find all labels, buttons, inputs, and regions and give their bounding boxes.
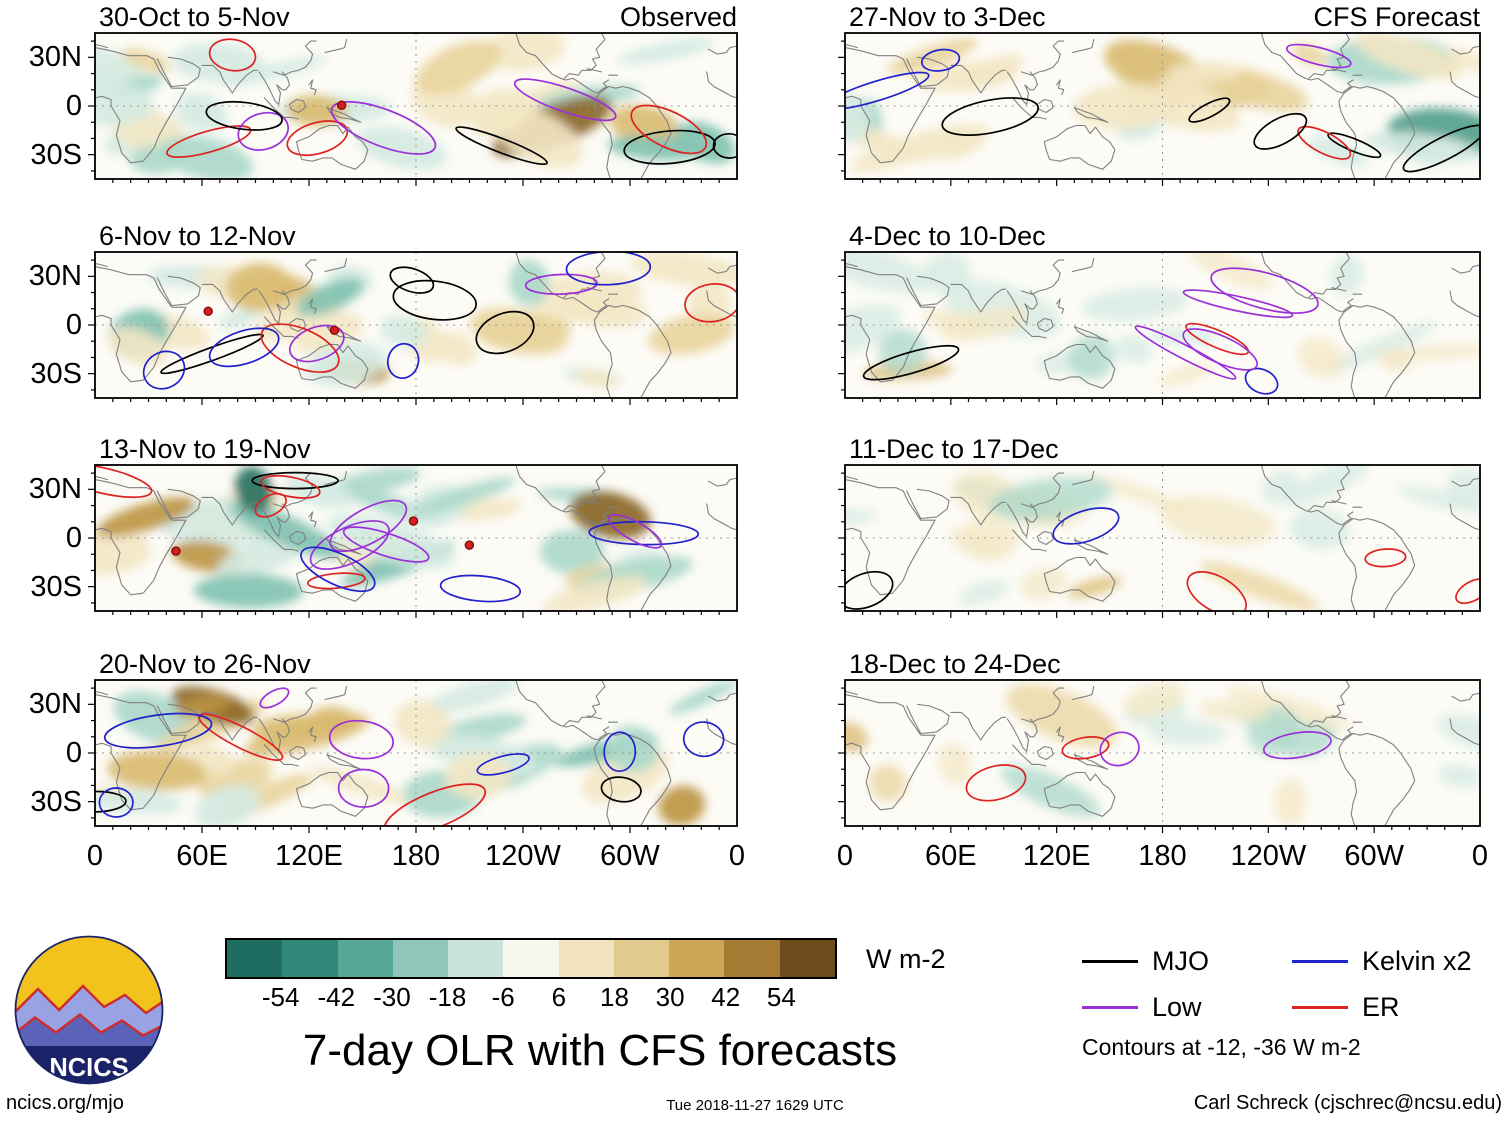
y-tick-label: 30S [30,139,82,171]
panel-title: 13-Nov to 19-Nov [99,434,311,464]
colorbar-strip [225,938,837,979]
y-tick-label: 30S [30,358,82,390]
colorbar-segment [448,940,504,977]
map-panel-observed-week4: 20-Nov to 26-Nov [87,649,738,833]
colorbar-tick-label: 6 [551,982,567,1012]
colorbar-segment [392,940,449,977]
colorbar-segment [227,940,283,977]
panel-title: 4-Dec to 10-Dec [849,221,1046,251]
colorbar-tick-label: 18 [599,982,629,1012]
colorbar-unit-label: W m-2 [866,944,946,974]
map-panel-forecast-week1: 27-Nov to 3-Dec CFS Forecast [838,2,1481,186]
colorbar-tick-label: -54 [261,982,300,1012]
panel-title: 6-Nov to 12-Nov [99,221,296,251]
panel-title: 11-Dec to 17-Dec [849,434,1059,464]
colorbar-segment [337,940,393,977]
legend-label: Low [1152,991,1202,1022]
x-tick-label: 120E [275,840,343,872]
y-tick-label: 30N [28,688,82,720]
colorbar-tick-label: 42 [711,982,741,1012]
x-tick-label: 120E [1022,840,1091,872]
figure-title: 7-day OLR with CFS forecasts [302,1026,898,1075]
map-panel-observed-week3: 13-Nov to 19-Nov [87,434,738,618]
er-line-swatch [1292,1005,1348,1009]
colorbar-segment [779,940,835,977]
x-tick-label: 0 [86,840,104,872]
colorbar-tick-label: 30 [655,982,685,1012]
map-panel-forecast-week2: 4-Dec to 10-Dec [838,221,1481,405]
map-canvas [838,464,1481,618]
x-tick-label: 120W [1230,840,1307,872]
colorbar: -54 -42 -30 -18 -6 6 18 30 42 54 [225,938,837,1016]
colorbar-segment [724,940,780,977]
footer-url: ncics.org/mjo [6,1092,124,1114]
panel-corner-label: CFS Forecast [1313,2,1480,32]
x-tick-label: 120W [485,840,561,872]
y-tick-label: 0 [65,90,82,122]
x-tick-label: 180 [391,840,441,872]
panel-title: 30-Oct to 5-Nov [99,2,290,32]
contour-note: Contours at -12, -36 W m-2 [1082,1034,1361,1060]
colorbar-segment [669,940,725,977]
kelvin-line-swatch [1292,959,1348,963]
legend-label: Kelvin x2 [1362,945,1472,976]
x-tick-label: 0 [728,840,746,872]
map-panel-forecast-week3: 11-Dec to 17-Dec [838,434,1481,618]
colorbar-tick-labels: -54 -42 -30 -18 -6 6 18 30 42 54 [225,982,837,1016]
x-tick-label: 60W [1344,840,1404,872]
colorbar-tick-label: -18 [428,982,467,1012]
legend-item-low: Low [1082,992,1292,1023]
footer-timestamp: Tue 2018-11-27 1629 UTC [666,1097,844,1114]
legend-item-er: ER [1292,992,1502,1023]
x-tick-label: 0 [836,840,854,872]
colorbar-segment [558,940,614,977]
y-tick-label: 0 [65,737,82,769]
x-tick-label: 60W [600,840,660,872]
legend-label: ER [1362,991,1400,1022]
map-panel-forecast-week4: 18-Dec to 24-Dec [838,649,1481,833]
panel-title: 18-Dec to 24-Dec [849,649,1061,679]
map-canvas [838,679,1481,833]
legend-item-kelvin: Kelvin x2 [1292,946,1502,977]
logo-text: NCICS [49,1054,128,1082]
colorbar-tick-label: -42 [317,982,356,1012]
legend-label: MJO [1152,945,1209,976]
x-tick-label: 180 [1138,840,1187,872]
logo-ring [14,935,164,1085]
colorbar-tick-label: -6 [491,982,515,1012]
y-tick-label: 0 [65,522,82,554]
map-canvas [838,251,1481,405]
y-tick-label: 30N [28,260,82,292]
map-panel-observed-week1: 30-Oct to 5-Nov Observed [87,2,738,186]
map-canvas [87,251,738,405]
colorbar-tick-label: 54 [766,982,796,1012]
map-canvas [87,464,738,618]
y-tick-label: 30S [30,571,82,603]
panel-corner-label: Observed [619,2,737,32]
map-panel-observed-week2: 6-Nov to 12-Nov [87,221,738,405]
ncics-logo: NCICS [14,935,164,1085]
panel-title: 20-Nov to 26-Nov [99,649,311,679]
panel-title: 27-Nov to 3-Dec [849,2,1046,32]
map-canvas [87,679,738,833]
colorbar-segment [503,940,559,977]
colorbar-tick-label: -30 [373,982,411,1012]
map-canvas [838,32,1481,186]
legend-item-mjo: MJO [1082,946,1292,977]
low-line-swatch [1082,1005,1138,1009]
x-tick-label: 60E [176,840,228,872]
y-tick-label: 0 [65,309,82,341]
legend: MJO Kelvin x2 Low ER Contours at -12, -3… [1082,938,1502,1061]
y-tick-label: 30N [28,41,82,73]
colorbar-segment [282,940,338,977]
footer-credit: Carl Schreck (cjschrec@ncsu.edu) [1193,1092,1502,1114]
x-tick-label: 60E [925,840,977,872]
colorbar-segment [613,940,670,977]
x-tick-label: 0 [1471,840,1489,872]
y-tick-label: 30S [30,786,82,818]
mjo-line-swatch [1082,959,1138,963]
y-tick-label: 30N [28,473,82,505]
map-canvas [87,32,738,186]
